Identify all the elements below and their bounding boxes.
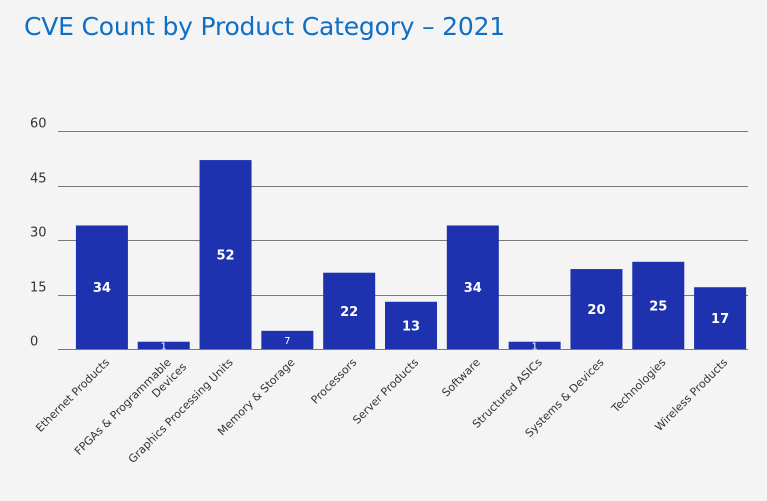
x-tick-label-line: Software: [439, 356, 483, 400]
x-tick-label-line: Technologies: [609, 356, 669, 416]
data-label: 7: [284, 336, 290, 347]
data-label: 1: [531, 341, 537, 352]
data-label: 34: [464, 281, 482, 296]
y-tick-label: 60: [30, 117, 47, 132]
data-label: 34: [93, 281, 111, 296]
bar: [385, 301, 437, 349]
data-label: 25: [649, 299, 667, 314]
y-tick-label: 15: [30, 281, 47, 296]
bar: [694, 287, 747, 349]
bar: [570, 269, 623, 349]
bar: [261, 330, 314, 349]
x-tick-label-line: Server Products: [350, 356, 421, 427]
data-label: 20: [587, 303, 605, 318]
bars: 34 1 52 7 22 13 34 1 20 25 17: [75, 160, 747, 352]
y-tick-label: 0: [30, 335, 38, 350]
y-tick-label: 45: [30, 172, 47, 187]
bar: [323, 272, 376, 349]
bar: [137, 341, 190, 349]
bar: [632, 261, 685, 349]
bar: [446, 225, 499, 349]
data-label: 13: [402, 319, 420, 334]
bar: [199, 160, 252, 349]
x-tick-label-line: Processors: [309, 356, 360, 407]
y-tick-label: 30: [30, 226, 47, 241]
data-label: 22: [340, 305, 358, 320]
bar: [75, 225, 128, 349]
x-tick-label: Server Products: [350, 356, 421, 427]
chart-title: CVE Count by Product Category – 2021: [24, 12, 505, 41]
y-axis: 0 15 30 45 60: [30, 117, 47, 350]
data-label: 17: [711, 312, 729, 327]
x-tick-label: Processors: [309, 356, 360, 407]
x-tick-label: Technologies: [609, 356, 669, 416]
x-tick-label: Software: [439, 356, 483, 400]
bar: [508, 341, 561, 349]
data-label: 1: [161, 341, 167, 352]
data-label: 52: [216, 249, 234, 264]
gridlines: [58, 131, 748, 350]
